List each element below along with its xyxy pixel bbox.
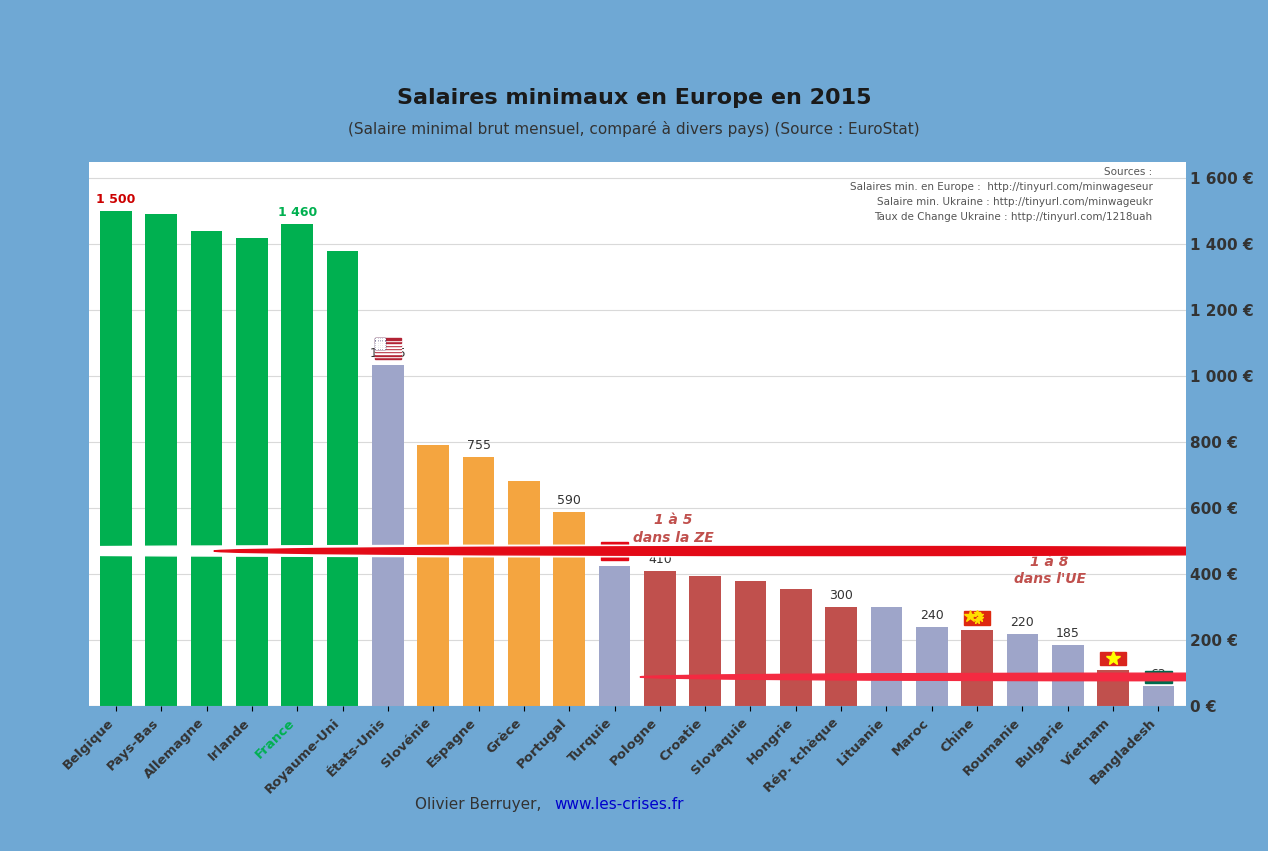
Text: 220: 220 [1011, 616, 1035, 629]
Text: 1 460: 1 460 [278, 207, 317, 220]
Bar [1145, 671, 1172, 683]
Text: 1 035: 1 035 [370, 346, 406, 360]
Bar [825, 608, 857, 706]
Text: 1 500: 1 500 [96, 193, 136, 206]
Bar [1099, 652, 1126, 665]
Bar [236, 237, 268, 706]
Text: 755: 755 [467, 439, 491, 452]
Bar [375, 343, 401, 345]
Bar [375, 354, 401, 356]
Bar [463, 457, 495, 706]
Text: 590: 590 [557, 494, 581, 506]
Bar [375, 341, 401, 343]
Bar [375, 356, 401, 357]
Text: 110: 110 [1101, 652, 1125, 665]
Text: 1 à 5
dans la ZE: 1 à 5 dans la ZE [633, 513, 714, 545]
Bar [964, 611, 990, 625]
Bar [327, 252, 359, 706]
Bar [375, 349, 401, 351]
Bar [915, 627, 947, 706]
Text: 185: 185 [1056, 627, 1079, 640]
Text: (Salaire minimal brut mensuel, comparé à divers pays) (Source : EuroStat): (Salaire minimal brut mensuel, comparé à… [349, 122, 919, 137]
Bar [281, 225, 313, 706]
Circle shape [0, 545, 1268, 557]
Text: 1 à 8
dans l'UE: 1 à 8 dans l'UE [1013, 555, 1085, 585]
Text: Olivier Berruyer,: Olivier Berruyer, [416, 797, 552, 812]
Bar [375, 352, 401, 354]
Bar [417, 445, 449, 706]
Text: Sources :
Salaires min. en Europe :  http://tinyurl.com/minwageseur
Salaire min.: Sources : Salaires min. en Europe : http… [850, 167, 1153, 221]
Text: 240: 240 [919, 609, 943, 622]
Bar [375, 345, 401, 346]
Bar [375, 346, 401, 348]
Bar [780, 589, 812, 706]
Bar [1097, 670, 1129, 706]
Bar [734, 581, 766, 706]
Bar [375, 339, 401, 340]
Text: 62: 62 [1150, 668, 1167, 681]
Text: 410: 410 [648, 553, 672, 566]
Bar [375, 357, 401, 359]
Bar [961, 631, 993, 706]
Text: www.les-crises.fr: www.les-crises.fr [554, 797, 683, 812]
Bar [1007, 634, 1038, 706]
Bar [190, 231, 222, 706]
Bar [146, 214, 178, 706]
Text: 300: 300 [829, 590, 853, 603]
Circle shape [214, 546, 1268, 556]
Bar [644, 571, 676, 706]
Bar [100, 211, 132, 706]
Bar [372, 365, 403, 706]
Bar [601, 542, 628, 560]
Bar [1142, 686, 1174, 706]
Bar [375, 348, 401, 349]
Bar [375, 339, 385, 349]
Bar [553, 511, 585, 706]
Text: 230: 230 [965, 613, 989, 625]
Circle shape [640, 673, 1268, 681]
Text: 425: 425 [601, 548, 628, 561]
Bar [508, 481, 540, 706]
Bar [690, 575, 721, 706]
Bar [598, 566, 630, 706]
Bar [375, 351, 401, 352]
Bar [375, 340, 401, 341]
Bar [871, 608, 903, 706]
Text: Salaires minimaux en Europe en 2015: Salaires minimaux en Europe en 2015 [397, 88, 871, 108]
Bar [1052, 645, 1084, 706]
